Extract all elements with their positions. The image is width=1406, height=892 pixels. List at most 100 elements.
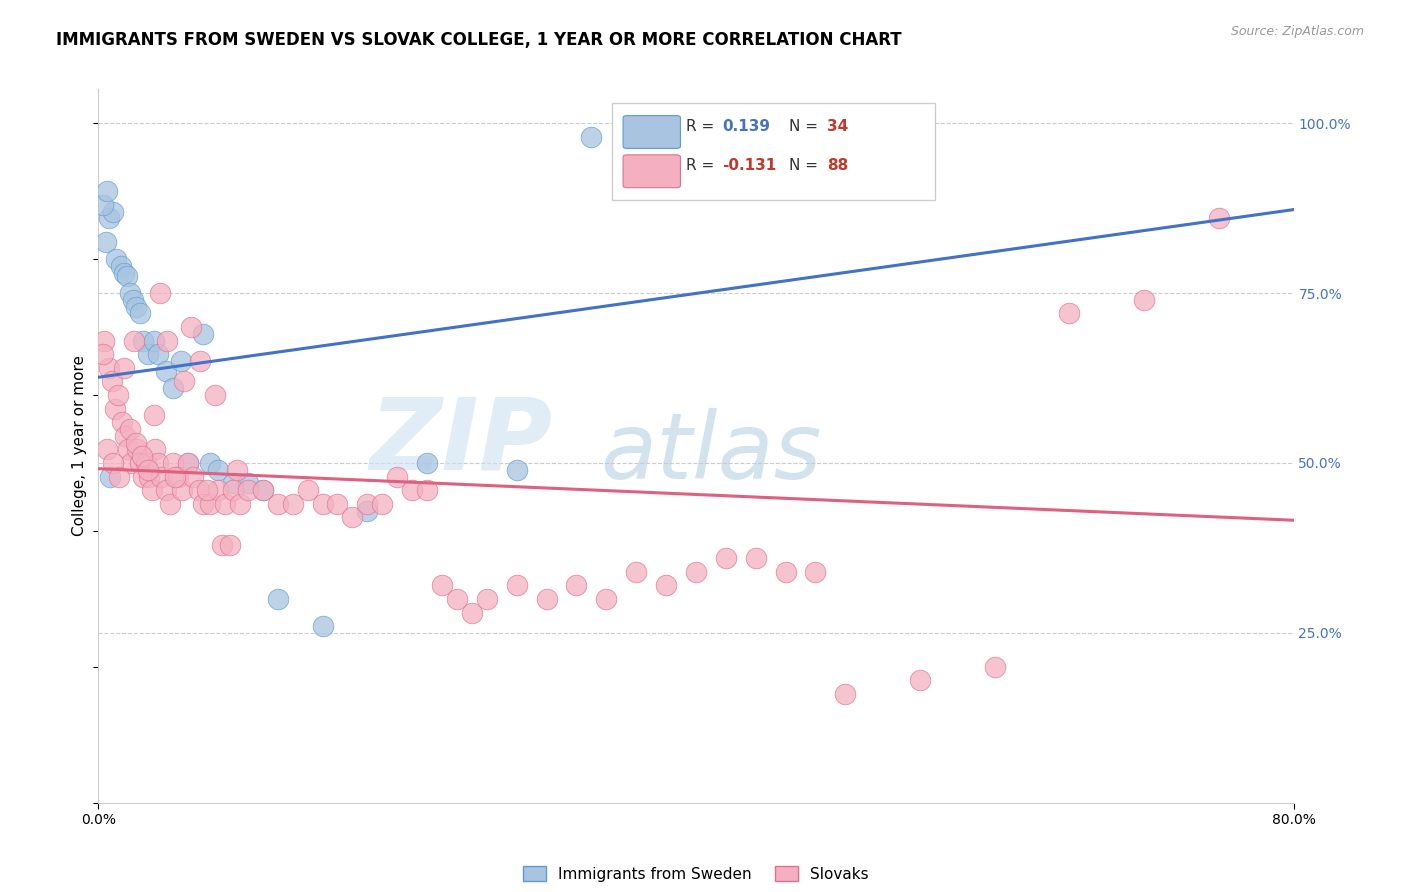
FancyBboxPatch shape — [623, 116, 681, 148]
Point — [536, 591, 558, 606]
Point — [252, 483, 274, 498]
Point — [416, 483, 439, 498]
Point — [91, 198, 114, 212]
Point — [506, 578, 529, 592]
Point — [141, 483, 163, 498]
Point — [1059, 306, 1081, 320]
Point — [207, 483, 229, 498]
Point — [110, 259, 132, 273]
Point — [101, 375, 124, 389]
Point — [187, 483, 209, 498]
Point — [105, 252, 128, 266]
Point — [446, 591, 468, 606]
Point — [173, 375, 195, 389]
Point — [1208, 211, 1230, 226]
Point — [311, 619, 333, 633]
Point — [385, 469, 409, 483]
Point — [236, 483, 259, 498]
Point — [371, 497, 394, 511]
Point — [267, 497, 290, 511]
Point — [118, 422, 141, 436]
Point — [655, 578, 678, 592]
Point — [125, 435, 148, 450]
Point — [222, 483, 245, 498]
Point — [908, 673, 931, 688]
Point — [745, 551, 768, 566]
Point — [297, 483, 319, 498]
Point — [159, 497, 181, 511]
Point — [626, 565, 648, 579]
Point — [430, 578, 453, 592]
Point — [135, 456, 157, 470]
Point — [148, 347, 170, 361]
Y-axis label: College, 1 year or more: College, 1 year or more — [72, 356, 87, 536]
Point — [211, 537, 233, 551]
Point — [129, 306, 152, 320]
Text: 88: 88 — [827, 158, 849, 173]
Point — [129, 456, 152, 470]
Text: R =: R = — [686, 119, 720, 134]
Point — [226, 463, 249, 477]
Text: Source: ZipAtlas.com: Source: ZipAtlas.com — [1230, 25, 1364, 38]
Text: N =: N = — [789, 158, 823, 173]
Text: -0.131: -0.131 — [723, 158, 776, 173]
Point — [267, 591, 290, 606]
Point — [118, 286, 141, 301]
Point — [356, 503, 378, 517]
Point — [136, 463, 159, 477]
Point — [115, 269, 138, 284]
Point — [219, 537, 242, 551]
Point — [200, 456, 222, 470]
Point — [177, 456, 200, 470]
Point — [236, 476, 259, 491]
Point — [188, 354, 211, 368]
Point — [120, 456, 142, 470]
Point — [138, 469, 160, 483]
Point — [204, 388, 226, 402]
Point — [155, 483, 177, 498]
Point — [281, 497, 304, 511]
Text: ZIP: ZIP — [370, 394, 553, 491]
Point — [131, 449, 153, 463]
Point — [475, 591, 498, 606]
Point — [162, 456, 184, 470]
Point — [156, 334, 179, 348]
Point — [100, 469, 122, 483]
Point — [169, 354, 191, 368]
Point — [91, 347, 114, 361]
Point — [342, 510, 364, 524]
Point — [177, 456, 200, 470]
Point — [150, 469, 173, 483]
Point — [565, 578, 588, 592]
Point — [111, 415, 134, 429]
Point — [162, 381, 184, 395]
Point — [356, 497, 378, 511]
Point — [114, 429, 136, 443]
Point — [132, 334, 155, 348]
Point — [191, 326, 214, 341]
Point — [685, 565, 707, 579]
Point — [124, 334, 146, 348]
Point — [200, 497, 222, 511]
Text: R =: R = — [686, 158, 720, 173]
Point — [172, 483, 194, 498]
Point — [97, 360, 120, 375]
Point — [229, 497, 252, 511]
Text: 34: 34 — [827, 119, 849, 134]
Point — [127, 442, 149, 457]
Point — [93, 334, 115, 348]
Point — [143, 442, 166, 457]
Point — [595, 591, 617, 606]
Point — [132, 469, 155, 483]
Text: 0.139: 0.139 — [723, 119, 770, 134]
Point — [103, 204, 125, 219]
Point — [222, 476, 245, 491]
Point — [214, 497, 236, 511]
Point — [103, 456, 125, 470]
Point — [142, 409, 165, 423]
Point — [581, 129, 603, 144]
Point — [1133, 293, 1156, 307]
Point — [166, 469, 188, 483]
Point — [108, 469, 131, 483]
Point — [149, 286, 172, 301]
